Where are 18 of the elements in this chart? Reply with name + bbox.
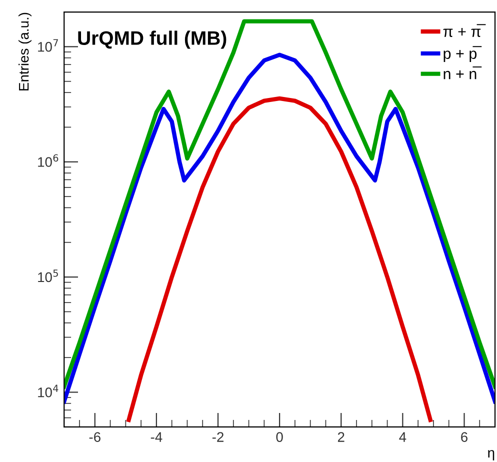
- y-tick-label: 10$^{4}$: [38, 384, 58, 398]
- x-tick-label: 6: [461, 432, 468, 442]
- x-axis-title: η: [488, 450, 494, 460]
- x-tick-label: 2: [338, 432, 344, 442]
- x-tick-label: 4: [399, 432, 406, 442]
- y-tick-label: 10$^{5}$: [38, 270, 58, 282]
- y-tick-label: 10$^{6}$: [38, 154, 58, 167]
- x-tick-label: -2: [212, 432, 224, 442]
- legend-label: n + n̅: [444, 66, 482, 80]
- legend-label: π + π̅: [443, 24, 486, 37]
- y-axis-title: Entries (a.u.): [18, 12, 32, 90]
- y-tick-label: 10$^{7}$: [38, 39, 58, 52]
- line-series: [126, 96, 432, 422]
- x-tick-label: -4: [150, 432, 162, 442]
- x-tick-label: 0: [276, 432, 283, 442]
- annotation: UrQMD full (MB): [78, 30, 226, 49]
- x-tick-label: -6: [89, 432, 100, 442]
- legend-label: p + p̅: [444, 46, 482, 62]
